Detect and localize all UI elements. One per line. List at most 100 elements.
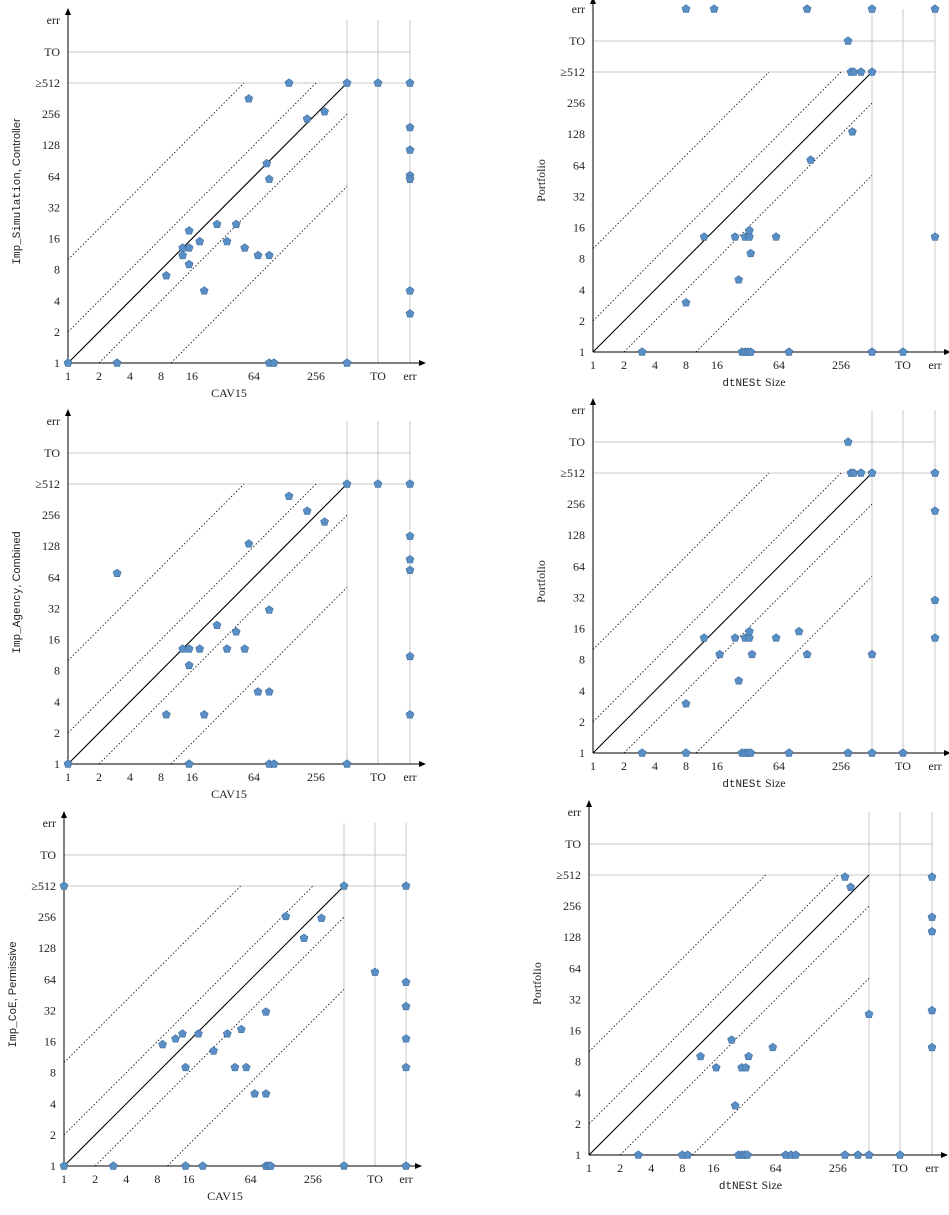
y-tick-label: err [47, 13, 60, 27]
x-axis-label-part: Size [758, 1178, 782, 1192]
y-tick-label: 1 [579, 345, 585, 359]
data-point [405, 286, 415, 295]
x-axis-arrow-icon [941, 1152, 948, 1158]
y-tick-label: err [572, 403, 585, 417]
ref-line-2x [593, 71, 842, 322]
data-point [927, 912, 937, 921]
data-point [401, 1161, 411, 1170]
x-tick-label: 8 [154, 1172, 160, 1186]
y-tick-label: 128 [563, 930, 581, 944]
diagonal-y-equals-x [64, 885, 345, 1166]
ref-line-10x [68, 82, 245, 260]
x-tick-label: TO [370, 770, 386, 784]
data-point [840, 1150, 850, 1159]
x-axis-label-part: Size [762, 375, 786, 389]
scatter-panel-2: 1 2 4 8 16 32 64 128 256 ≥512 TO err 1 2 4 8 16 64 256 TO er… [534, 0, 949, 390]
ref-line-2x [68, 82, 317, 333]
y-tick-label: 4 [54, 695, 60, 709]
data-point [339, 881, 349, 890]
scatter-panel-5: 1 2 4 8 16 32 64 128 256 ≥512 TO err 1 2 4 8 16 64 256 TO er… [7, 811, 422, 1203]
data-point [840, 872, 850, 881]
y-tick-label: 256 [42, 107, 60, 121]
ref-line-tenth [170, 587, 348, 764]
data-point [930, 468, 940, 477]
x-tick-label: 4 [648, 1161, 654, 1175]
y-tick-label: 64 [569, 961, 581, 975]
x-axis-label: dtNESt Size [719, 1178, 782, 1193]
x-tick-label: err [403, 770, 416, 784]
x-axis-label: CAV15 [211, 787, 247, 801]
y-tick-label: 64 [573, 559, 585, 573]
diagonal-y-equals-x [593, 71, 873, 352]
data-point [711, 1063, 721, 1072]
data-point [253, 687, 263, 696]
data-point [895, 1150, 905, 1159]
data-point [699, 232, 709, 241]
x-axis-arrow-icon [415, 1163, 422, 1169]
data-point [405, 531, 415, 540]
data-point [746, 347, 756, 356]
data-point [745, 225, 754, 235]
x-tick-label: 8 [158, 369, 164, 383]
data-point [898, 748, 908, 757]
y-tick-label: 4 [54, 294, 60, 308]
ref-line-10x [64, 885, 241, 1063]
y-tick-label: 1 [579, 746, 585, 760]
data-point [244, 539, 254, 548]
data-point [794, 626, 804, 636]
y-axis-label-part: Imp_CoE [8, 1001, 20, 1048]
x-tick-label: 16 [711, 358, 723, 372]
data-point [231, 627, 241, 636]
x-tick-label: 8 [683, 358, 689, 372]
y-axis-label-part: , Permissive [7, 941, 19, 1001]
ref-line-half [98, 514, 348, 764]
data-point [730, 633, 740, 642]
y-tick-label: 1 [54, 356, 60, 370]
data-point [178, 1029, 187, 1038]
data-point [898, 347, 908, 356]
y-tick-label: 32 [573, 590, 585, 604]
data-point [370, 967, 380, 976]
data-point [791, 1150, 801, 1159]
x-axis-label-part: dtNESt [722, 779, 762, 791]
data-point [927, 872, 937, 881]
x-tick-label: 256 [832, 759, 850, 773]
y-axis-label-part: Portfolio [530, 962, 544, 1005]
data-point [171, 1034, 180, 1043]
data-point [269, 759, 279, 768]
data-point [401, 881, 411, 890]
y-tick-label: 64 [48, 169, 60, 183]
y-tick-label: 16 [44, 1035, 56, 1049]
data-point [768, 1042, 778, 1052]
data-point [867, 4, 877, 13]
y-tick-label: 256 [567, 497, 585, 511]
y-tick-label: 2 [54, 325, 60, 339]
data-point [930, 4, 940, 13]
data-point [212, 620, 222, 630]
x-tick-label: TO [370, 369, 386, 383]
x-tick-label: 2 [96, 770, 102, 784]
data-point [250, 1089, 260, 1098]
data-point [683, 1150, 692, 1159]
x-tick-label: 8 [158, 770, 164, 784]
y-tick-label: 32 [48, 200, 60, 214]
data-point [405, 174, 415, 183]
x-tick-label: 4 [127, 770, 133, 784]
data-point [253, 250, 263, 260]
data-point [930, 506, 940, 515]
y-tick-label: TO [569, 435, 585, 449]
y-tick-label: 8 [54, 263, 60, 277]
ref-line-half [94, 916, 345, 1166]
x-tick-label: 256 [307, 369, 325, 383]
data-point [112, 568, 122, 578]
x-tick-label: 64 [773, 759, 785, 773]
data-point [746, 248, 756, 258]
data-point [181, 1062, 190, 1072]
x-axis-arrow-icon [944, 349, 949, 355]
data-point [864, 1009, 874, 1019]
y-tick-label: err [47, 414, 60, 428]
data-point [161, 710, 171, 719]
y-axis-arrow-icon [65, 8, 71, 15]
data-point [771, 232, 781, 241]
